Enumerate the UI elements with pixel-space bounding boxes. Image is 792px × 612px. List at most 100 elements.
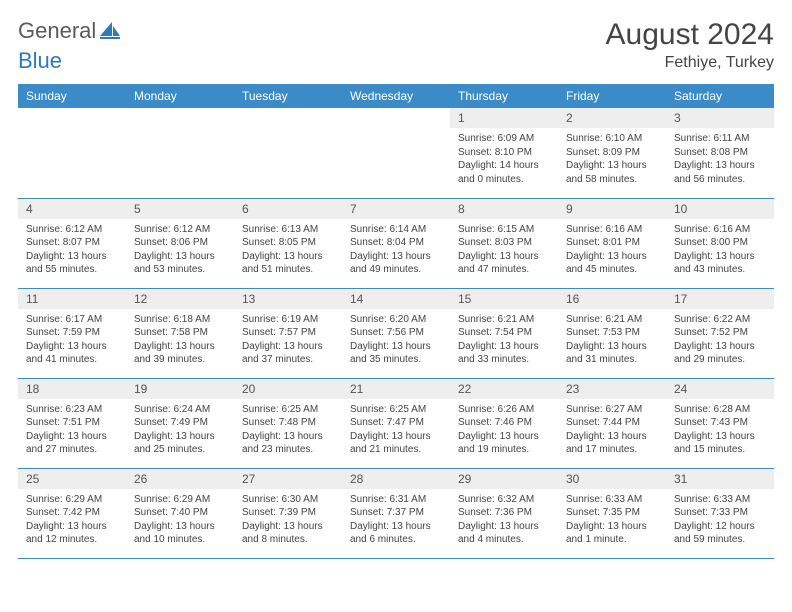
calendar-row: 25Sunrise: 6:29 AMSunset: 7:42 PMDayligh… bbox=[18, 468, 774, 558]
day-number: 23 bbox=[558, 379, 666, 399]
day-number: 6 bbox=[234, 199, 342, 219]
day-details: Sunrise: 6:21 AMSunset: 7:53 PMDaylight:… bbox=[558, 309, 666, 373]
weekday-header: Friday bbox=[558, 84, 666, 108]
day-details: Sunrise: 6:10 AMSunset: 8:09 PMDaylight:… bbox=[558, 128, 666, 192]
calendar-row: ........1Sunrise: 6:09 AMSunset: 8:10 PM… bbox=[18, 108, 774, 198]
day-number: 31 bbox=[666, 469, 774, 489]
day-number: 9 bbox=[558, 199, 666, 219]
calendar-cell: 17Sunrise: 6:22 AMSunset: 7:52 PMDayligh… bbox=[666, 288, 774, 378]
day-details: Sunrise: 6:29 AMSunset: 7:40 PMDaylight:… bbox=[126, 489, 234, 553]
logo: General bbox=[18, 18, 124, 44]
calendar-cell: .. bbox=[126, 108, 234, 198]
day-details: Sunrise: 6:12 AMSunset: 8:07 PMDaylight:… bbox=[18, 219, 126, 283]
day-number: 21 bbox=[342, 379, 450, 399]
weekday-header: Wednesday bbox=[342, 84, 450, 108]
day-number: 11 bbox=[18, 289, 126, 309]
calendar-cell: 15Sunrise: 6:21 AMSunset: 7:54 PMDayligh… bbox=[450, 288, 558, 378]
calendar-cell: 18Sunrise: 6:23 AMSunset: 7:51 PMDayligh… bbox=[18, 378, 126, 468]
day-details: Sunrise: 6:33 AMSunset: 7:33 PMDaylight:… bbox=[666, 489, 774, 553]
calendar-row: 11Sunrise: 6:17 AMSunset: 7:59 PMDayligh… bbox=[18, 288, 774, 378]
day-details: Sunrise: 6:13 AMSunset: 8:05 PMDaylight:… bbox=[234, 219, 342, 283]
calendar-cell: 25Sunrise: 6:29 AMSunset: 7:42 PMDayligh… bbox=[18, 468, 126, 558]
calendar-cell: 2Sunrise: 6:10 AMSunset: 8:09 PMDaylight… bbox=[558, 108, 666, 198]
day-details: Sunrise: 6:28 AMSunset: 7:43 PMDaylight:… bbox=[666, 399, 774, 463]
calendar-cell: 22Sunrise: 6:26 AMSunset: 7:46 PMDayligh… bbox=[450, 378, 558, 468]
day-details: Sunrise: 6:15 AMSunset: 8:03 PMDaylight:… bbox=[450, 219, 558, 283]
day-details: Sunrise: 6:27 AMSunset: 7:44 PMDaylight:… bbox=[558, 399, 666, 463]
calendar-cell: 8Sunrise: 6:15 AMSunset: 8:03 PMDaylight… bbox=[450, 198, 558, 288]
day-details: Sunrise: 6:29 AMSunset: 7:42 PMDaylight:… bbox=[18, 489, 126, 553]
day-number: 29 bbox=[450, 469, 558, 489]
day-details: Sunrise: 6:32 AMSunset: 7:36 PMDaylight:… bbox=[450, 489, 558, 553]
calendar-table: SundayMondayTuesdayWednesdayThursdayFrid… bbox=[18, 84, 774, 559]
weekday-header: Saturday bbox=[666, 84, 774, 108]
day-details: Sunrise: 6:18 AMSunset: 7:58 PMDaylight:… bbox=[126, 309, 234, 373]
day-number: 20 bbox=[234, 379, 342, 399]
day-details: Sunrise: 6:20 AMSunset: 7:56 PMDaylight:… bbox=[342, 309, 450, 373]
calendar-cell: 29Sunrise: 6:32 AMSunset: 7:36 PMDayligh… bbox=[450, 468, 558, 558]
day-number: 22 bbox=[450, 379, 558, 399]
calendar-cell: 14Sunrise: 6:20 AMSunset: 7:56 PMDayligh… bbox=[342, 288, 450, 378]
calendar-cell: 26Sunrise: 6:29 AMSunset: 7:40 PMDayligh… bbox=[126, 468, 234, 558]
day-number: 24 bbox=[666, 379, 774, 399]
day-number: 12 bbox=[126, 289, 234, 309]
day-details: Sunrise: 6:17 AMSunset: 7:59 PMDaylight:… bbox=[18, 309, 126, 373]
weekday-header: Thursday bbox=[450, 84, 558, 108]
day-details: Sunrise: 6:24 AMSunset: 7:49 PMDaylight:… bbox=[126, 399, 234, 463]
day-number: 5 bbox=[126, 199, 234, 219]
calendar-body: ........1Sunrise: 6:09 AMSunset: 8:10 PM… bbox=[18, 108, 774, 558]
day-number: 7 bbox=[342, 199, 450, 219]
day-details: Sunrise: 6:33 AMSunset: 7:35 PMDaylight:… bbox=[558, 489, 666, 553]
calendar-row: 18Sunrise: 6:23 AMSunset: 7:51 PMDayligh… bbox=[18, 378, 774, 468]
day-details: Sunrise: 6:11 AMSunset: 8:08 PMDaylight:… bbox=[666, 128, 774, 192]
calendar-cell: 10Sunrise: 6:16 AMSunset: 8:00 PMDayligh… bbox=[666, 198, 774, 288]
calendar-cell: 13Sunrise: 6:19 AMSunset: 7:57 PMDayligh… bbox=[234, 288, 342, 378]
calendar-cell: 7Sunrise: 6:14 AMSunset: 8:04 PMDaylight… bbox=[342, 198, 450, 288]
month-title: August 2024 bbox=[606, 18, 774, 52]
calendar-row: 4Sunrise: 6:12 AMSunset: 8:07 PMDaylight… bbox=[18, 198, 774, 288]
calendar-cell: 23Sunrise: 6:27 AMSunset: 7:44 PMDayligh… bbox=[558, 378, 666, 468]
day-number: 16 bbox=[558, 289, 666, 309]
calendar-cell: 4Sunrise: 6:12 AMSunset: 8:07 PMDaylight… bbox=[18, 198, 126, 288]
weekday-header: Monday bbox=[126, 84, 234, 108]
day-number: 2 bbox=[558, 108, 666, 128]
logo-text-blue: Blue bbox=[18, 48, 774, 74]
day-number: 13 bbox=[234, 289, 342, 309]
calendar-cell: 30Sunrise: 6:33 AMSunset: 7:35 PMDayligh… bbox=[558, 468, 666, 558]
calendar-cell: 1Sunrise: 6:09 AMSunset: 8:10 PMDaylight… bbox=[450, 108, 558, 198]
calendar-cell: 20Sunrise: 6:25 AMSunset: 7:48 PMDayligh… bbox=[234, 378, 342, 468]
weekday-header: Sunday bbox=[18, 84, 126, 108]
calendar-cell: .. bbox=[18, 108, 126, 198]
calendar-cell: 12Sunrise: 6:18 AMSunset: 7:58 PMDayligh… bbox=[126, 288, 234, 378]
calendar-cell: 21Sunrise: 6:25 AMSunset: 7:47 PMDayligh… bbox=[342, 378, 450, 468]
day-details: Sunrise: 6:25 AMSunset: 7:48 PMDaylight:… bbox=[234, 399, 342, 463]
day-details: Sunrise: 6:12 AMSunset: 8:06 PMDaylight:… bbox=[126, 219, 234, 283]
calendar-cell: 3Sunrise: 6:11 AMSunset: 8:08 PMDaylight… bbox=[666, 108, 774, 198]
day-details: Sunrise: 6:22 AMSunset: 7:52 PMDaylight:… bbox=[666, 309, 774, 373]
calendar-cell: 28Sunrise: 6:31 AMSunset: 7:37 PMDayligh… bbox=[342, 468, 450, 558]
day-number: 27 bbox=[234, 469, 342, 489]
calendar-cell: .. bbox=[234, 108, 342, 198]
day-number: 14 bbox=[342, 289, 450, 309]
day-number: 1 bbox=[450, 108, 558, 128]
weekday-header-row: SundayMondayTuesdayWednesdayThursdayFrid… bbox=[18, 84, 774, 108]
calendar-cell: 6Sunrise: 6:13 AMSunset: 8:05 PMDaylight… bbox=[234, 198, 342, 288]
day-number: 17 bbox=[666, 289, 774, 309]
calendar-cell: 16Sunrise: 6:21 AMSunset: 7:53 PMDayligh… bbox=[558, 288, 666, 378]
day-number: 10 bbox=[666, 199, 774, 219]
day-details: Sunrise: 6:30 AMSunset: 7:39 PMDaylight:… bbox=[234, 489, 342, 553]
day-details: Sunrise: 6:21 AMSunset: 7:54 PMDaylight:… bbox=[450, 309, 558, 373]
logo-sail-icon bbox=[100, 22, 122, 40]
weekday-header: Tuesday bbox=[234, 84, 342, 108]
day-details: Sunrise: 6:25 AMSunset: 7:47 PMDaylight:… bbox=[342, 399, 450, 463]
day-number: 30 bbox=[558, 469, 666, 489]
calendar-cell: 19Sunrise: 6:24 AMSunset: 7:49 PMDayligh… bbox=[126, 378, 234, 468]
day-details: Sunrise: 6:16 AMSunset: 8:00 PMDaylight:… bbox=[666, 219, 774, 283]
day-details: Sunrise: 6:09 AMSunset: 8:10 PMDaylight:… bbox=[450, 128, 558, 192]
calendar-cell: 27Sunrise: 6:30 AMSunset: 7:39 PMDayligh… bbox=[234, 468, 342, 558]
day-details: Sunrise: 6:23 AMSunset: 7:51 PMDaylight:… bbox=[18, 399, 126, 463]
day-number: 26 bbox=[126, 469, 234, 489]
day-details: Sunrise: 6:16 AMSunset: 8:01 PMDaylight:… bbox=[558, 219, 666, 283]
day-number: 4 bbox=[18, 199, 126, 219]
day-number: 19 bbox=[126, 379, 234, 399]
